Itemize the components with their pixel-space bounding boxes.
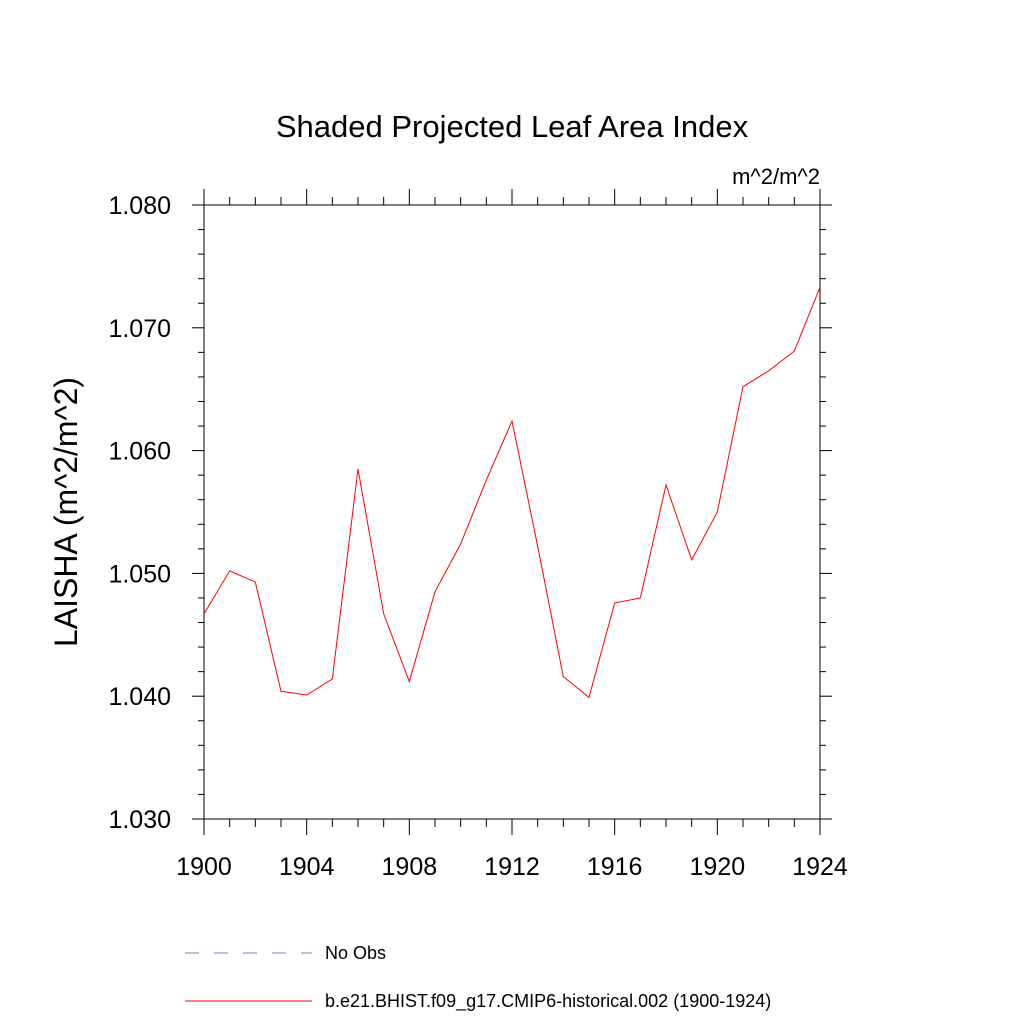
y-axis-label: LAISHA (m^2/m^2) — [48, 377, 84, 647]
y-tick-label: 1.070 — [108, 315, 171, 343]
legend-label-no-obs: No Obs — [325, 943, 386, 963]
chart-title: Shaded Projected Leaf Area Index — [276, 109, 749, 144]
x-tick-label: 1912 — [484, 853, 540, 881]
y-tick-label: 1.080 — [108, 192, 171, 220]
y-tick-label: 1.050 — [108, 560, 171, 588]
units-label: m^2/m^2 — [732, 164, 820, 189]
plot-frame — [203, 204, 821, 820]
x-tick-label: 1908 — [382, 853, 438, 881]
x-tick-label: 1904 — [279, 853, 335, 881]
series-line — [203, 287, 821, 699]
x-tick-label: 1900 — [176, 853, 232, 881]
x-tick-label: 1924 — [792, 853, 848, 881]
series-layer — [203, 287, 821, 699]
y-tick-label: 1.030 — [108, 806, 171, 834]
x-tick-label: 1916 — [587, 853, 643, 881]
y-tick-label: 1.040 — [108, 683, 171, 711]
legend-label-model: b.e21.BHIST.f09_g17.CMIP6-historical.002… — [325, 991, 771, 1012]
legend: No Obs b.e21.BHIST.f09_g17.CMIP6-histori… — [185, 943, 771, 1012]
x-tick-label: 1920 — [690, 853, 746, 881]
plot-axes: 1.030 1.040 1.050 1.060 1.070 1.080 1900 1904 19… — [108, 189, 848, 881]
y-tick-label: 1.060 — [108, 438, 171, 466]
